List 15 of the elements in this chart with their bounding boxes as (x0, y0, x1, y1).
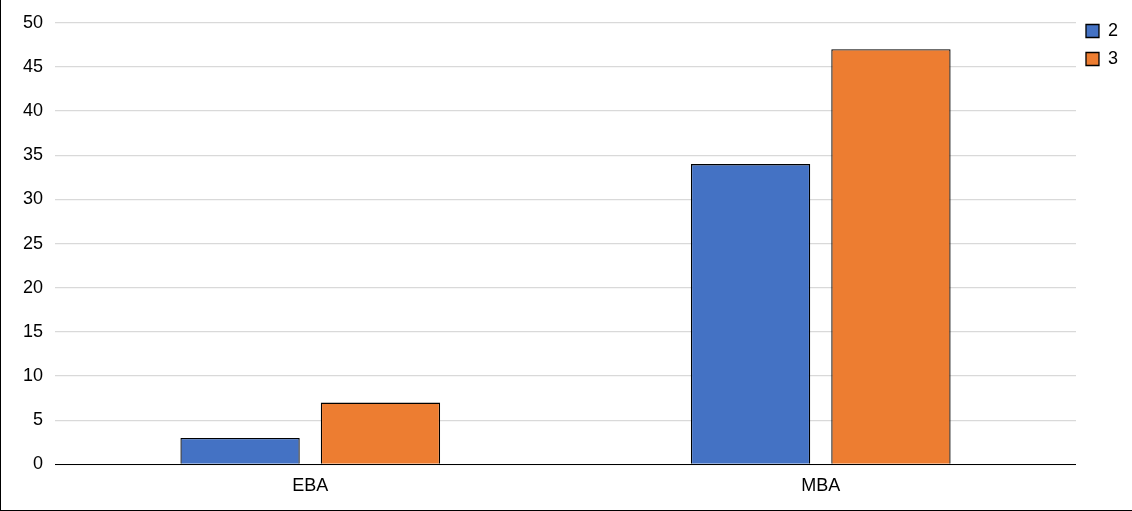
y-tick-label: 20 (22, 276, 44, 297)
legend-label: 3 (1107, 47, 1118, 68)
y-tick-label: 0 (33, 453, 44, 474)
y-tick-label: 30 (22, 188, 44, 209)
legend-label: 2 (1107, 19, 1118, 40)
y-tick-label: 5 (33, 409, 44, 430)
y-tick-label: 40 (22, 100, 44, 121)
y-tick-label: 10 (22, 365, 44, 386)
y-tick-label: 25 (22, 232, 44, 253)
y-tick-label: 45 (22, 55, 44, 76)
y-tick-label: 15 (22, 320, 44, 341)
x-tick-label: MBA (801, 475, 841, 496)
y-tick-label: 35 (22, 144, 44, 165)
x-tick-label: EBA (292, 475, 329, 496)
y-tick-label: 50 (22, 11, 44, 32)
